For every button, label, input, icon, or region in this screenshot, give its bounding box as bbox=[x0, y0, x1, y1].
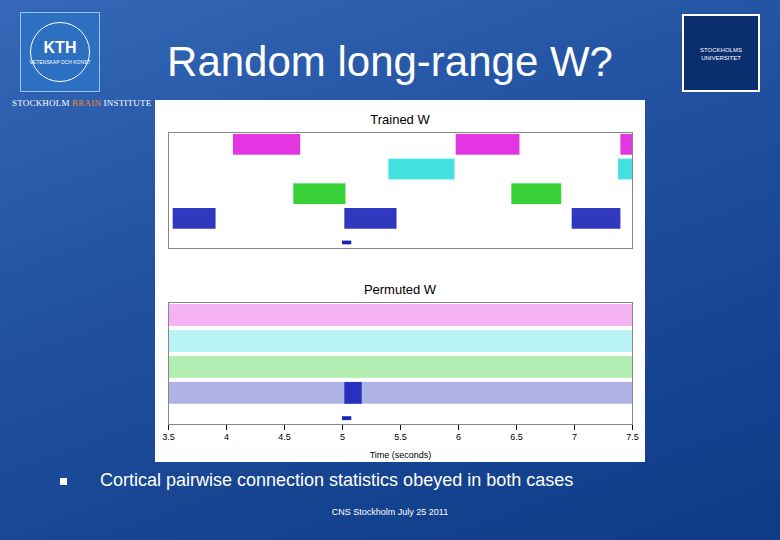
svg-text:6.5: 6.5 bbox=[510, 432, 523, 442]
svg-text:4: 4 bbox=[224, 432, 229, 442]
svg-text:6: 6 bbox=[456, 432, 461, 442]
svg-text:3.5: 3.5 bbox=[162, 432, 175, 442]
svg-text:5: 5 bbox=[340, 432, 345, 442]
html-text:CNS Stockholm July 25 2011: CNS Stockholm July 25 2011 bbox=[331, 507, 449, 517]
html-text:Permuted W: Permuted W bbox=[363, 282, 437, 297]
svg-text:7: 7 bbox=[572, 432, 577, 442]
html-text:Random long-range W?: Random long-range W? bbox=[167, 38, 613, 85]
html-text:KTH: KTH bbox=[43, 39, 77, 56]
html-text:Cortical pairwise connection s: Cortical pairwise connection statistics … bbox=[100, 470, 574, 490]
html-text:VETENSKAP OCH KONST: VETENSKAP OCH KONST bbox=[29, 59, 91, 65]
html-text:STOCKHOLMS UNIVERSITET: STOCKHOLMS UNIVERSITET bbox=[700, 47, 742, 61]
html-text:STOCKHOLM BRAIN INSTITUTE: STOCKHOLM BRAIN INSTITUTE bbox=[12, 98, 152, 108]
svg-text:5.5: 5.5 bbox=[394, 432, 407, 442]
svg-text:Time (seconds): Time (seconds) bbox=[370, 450, 432, 460]
svg-text:7.5: 7.5 bbox=[626, 432, 639, 442]
svg-text:4.5: 4.5 bbox=[278, 432, 291, 442]
html-text:Trained W: Trained W bbox=[370, 112, 430, 127]
